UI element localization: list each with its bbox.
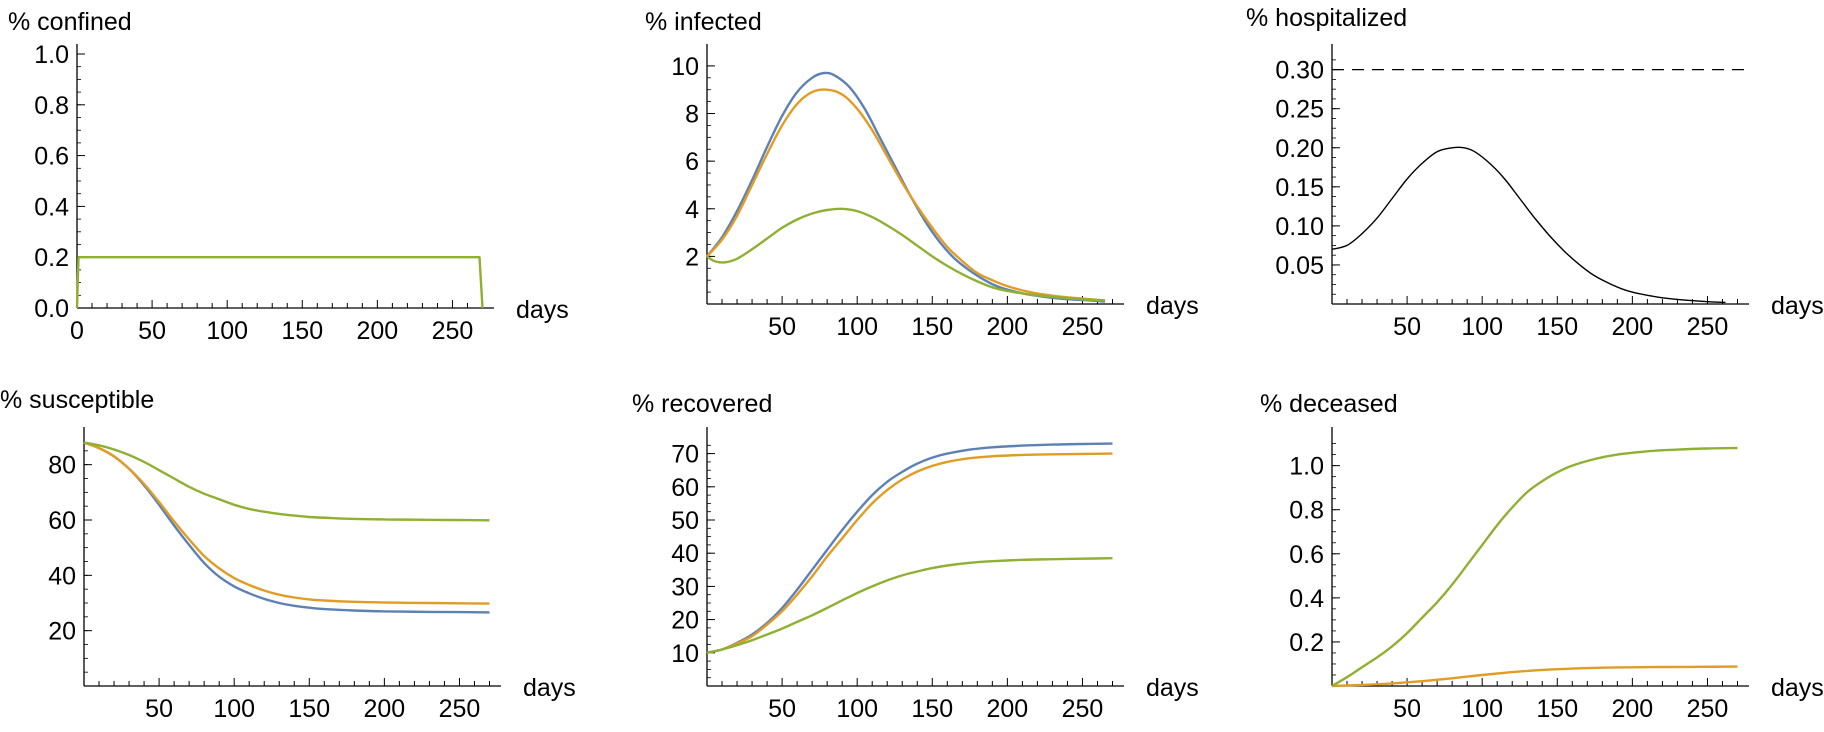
series-line-orange — [706, 88, 1106, 302]
x-tick-label: 100 — [1461, 695, 1503, 723]
y-tick-label: 20 — [48, 618, 76, 646]
y-tick-label: 70 — [671, 441, 699, 469]
chart-panel-1: % confined 0 50 100 150 200 250 0.0 0.2 0.4 0.6 0.8… — [8, 8, 569, 345]
series-line-orange — [706, 452, 1113, 654]
y-tick-label: 0.30 — [1275, 57, 1324, 85]
y-tick-label: 0.10 — [1275, 213, 1324, 241]
x-axis-label: days — [1146, 674, 1199, 702]
panel-title: % recovered — [632, 390, 772, 418]
x-tick-label: 200 — [987, 695, 1029, 723]
x-tick-label: 200 — [357, 317, 399, 345]
x-tick-label: 50 — [138, 317, 166, 345]
y-tick-label: 0.20 — [1275, 135, 1324, 163]
x-tick-label: 250 — [432, 317, 474, 345]
x-axis-label: days — [1771, 674, 1824, 702]
series-line-green — [75, 256, 484, 309]
x-tick-label: 250 — [1687, 695, 1729, 723]
y-tick-label: 0.8 — [34, 92, 69, 120]
x-tick-label: 150 — [1536, 695, 1578, 723]
chart-panel-3: % hospitalized 50 100 150 200 250 0.05 0.10 0.15… — [1246, 4, 1824, 341]
y-tick-label: 2 — [685, 243, 699, 271]
x-tick-label: 150 — [911, 695, 953, 723]
y-tick-label: 0.0 — [34, 295, 69, 323]
x-tick-label: 0 — [70, 317, 84, 345]
x-tick-label: 200 — [1612, 313, 1654, 341]
y-tick-label: 0.4 — [1289, 585, 1324, 613]
series-line-black — [1331, 146, 1726, 304]
x-tick-label: 250 — [1062, 695, 1104, 723]
y-tick-label: 0.8 — [1289, 497, 1324, 525]
y-tick-label: 1.0 — [34, 41, 69, 69]
x-tick-label: 150 — [1536, 313, 1578, 341]
panel-title: % hospitalized — [1246, 4, 1407, 32]
x-tick-label: 50 — [768, 313, 796, 341]
x-tick-label: 100 — [836, 695, 878, 723]
chart-panel-4: % susceptible 50 100 150 200 250 20 40 60 80 days — [0, 386, 576, 723]
y-tick-label: 20 — [671, 607, 699, 635]
series-line-blue — [706, 442, 1113, 654]
x-tick-label: 150 — [911, 313, 953, 341]
y-tick-label: 40 — [671, 540, 699, 568]
x-axis-label: days — [516, 296, 569, 324]
x-axis-label: days — [1771, 292, 1824, 320]
y-tick-label: 0.2 — [1289, 629, 1324, 657]
x-tick-label: 200 — [364, 695, 406, 723]
x-tick-label: 250 — [1062, 313, 1104, 341]
x-tick-label: 200 — [987, 313, 1029, 341]
y-tick-label: 0.05 — [1275, 252, 1324, 280]
panel-title: % infected — [645, 8, 762, 36]
panel-title: % susceptible — [0, 386, 154, 414]
y-tick-label: 60 — [48, 507, 76, 535]
series-line-blue — [83, 441, 490, 614]
x-tick-label: 100 — [206, 317, 248, 345]
y-tick-label: 80 — [48, 452, 76, 480]
panel-title: % deceased — [1260, 390, 1398, 418]
x-tick-label: 250 — [439, 695, 481, 723]
y-tick-label: 0.25 — [1275, 96, 1324, 124]
y-tick-label: 8 — [685, 101, 699, 129]
y-tick-label: 50 — [671, 507, 699, 535]
series-line-green — [706, 207, 1106, 302]
x-tick-label: 50 — [145, 695, 173, 723]
series-line-green — [1331, 446, 1738, 688]
x-tick-label: 50 — [1393, 695, 1421, 723]
y-tick-label: 10 — [671, 640, 699, 668]
series-line-orange — [1331, 665, 1738, 688]
series-line-orange — [83, 441, 490, 605]
x-tick-label: 100 — [213, 695, 255, 723]
y-tick-label: 0.6 — [34, 143, 69, 171]
x-axis-label: days — [523, 674, 576, 702]
y-tick-label: 0.6 — [1289, 541, 1324, 569]
x-tick-label: 100 — [836, 313, 878, 341]
series-line-green — [83, 441, 490, 522]
x-tick-label: 100 — [1461, 313, 1503, 341]
x-tick-label: 50 — [768, 695, 796, 723]
x-tick-label: 50 — [1393, 313, 1421, 341]
y-tick-label: 10 — [671, 53, 699, 81]
y-tick-label: 6 — [685, 148, 699, 176]
series-line-green — [706, 557, 1113, 654]
y-tick-label: 0.4 — [34, 193, 69, 221]
chart-panel-2: % infected 50 100 150 200 250 2 4 6 8 10 days — [645, 8, 1199, 341]
panel-title: % confined — [8, 8, 132, 36]
chart-panel-6: % deceased 50 100 150 200 250 0.2 0.4 0.6 0.8 1.0 d… — [1260, 390, 1824, 723]
y-tick-label: 40 — [48, 562, 76, 590]
x-tick-label: 250 — [1687, 313, 1729, 341]
y-tick-label: 0.15 — [1275, 174, 1324, 202]
x-tick-label: 200 — [1612, 695, 1654, 723]
x-axis-label: days — [1146, 292, 1199, 320]
chart-panel-5: % recovered 50 100 150 200 250 10 20 30 40 50 60 70 d… — [632, 390, 1199, 723]
y-tick-label: 0.2 — [34, 244, 69, 272]
y-tick-label: 1.0 — [1289, 453, 1324, 481]
y-tick-label: 60 — [671, 474, 699, 502]
y-tick-label: 30 — [671, 573, 699, 601]
y-tick-label: 4 — [685, 196, 699, 224]
x-tick-label: 150 — [288, 695, 330, 723]
x-tick-label: 150 — [281, 317, 323, 345]
